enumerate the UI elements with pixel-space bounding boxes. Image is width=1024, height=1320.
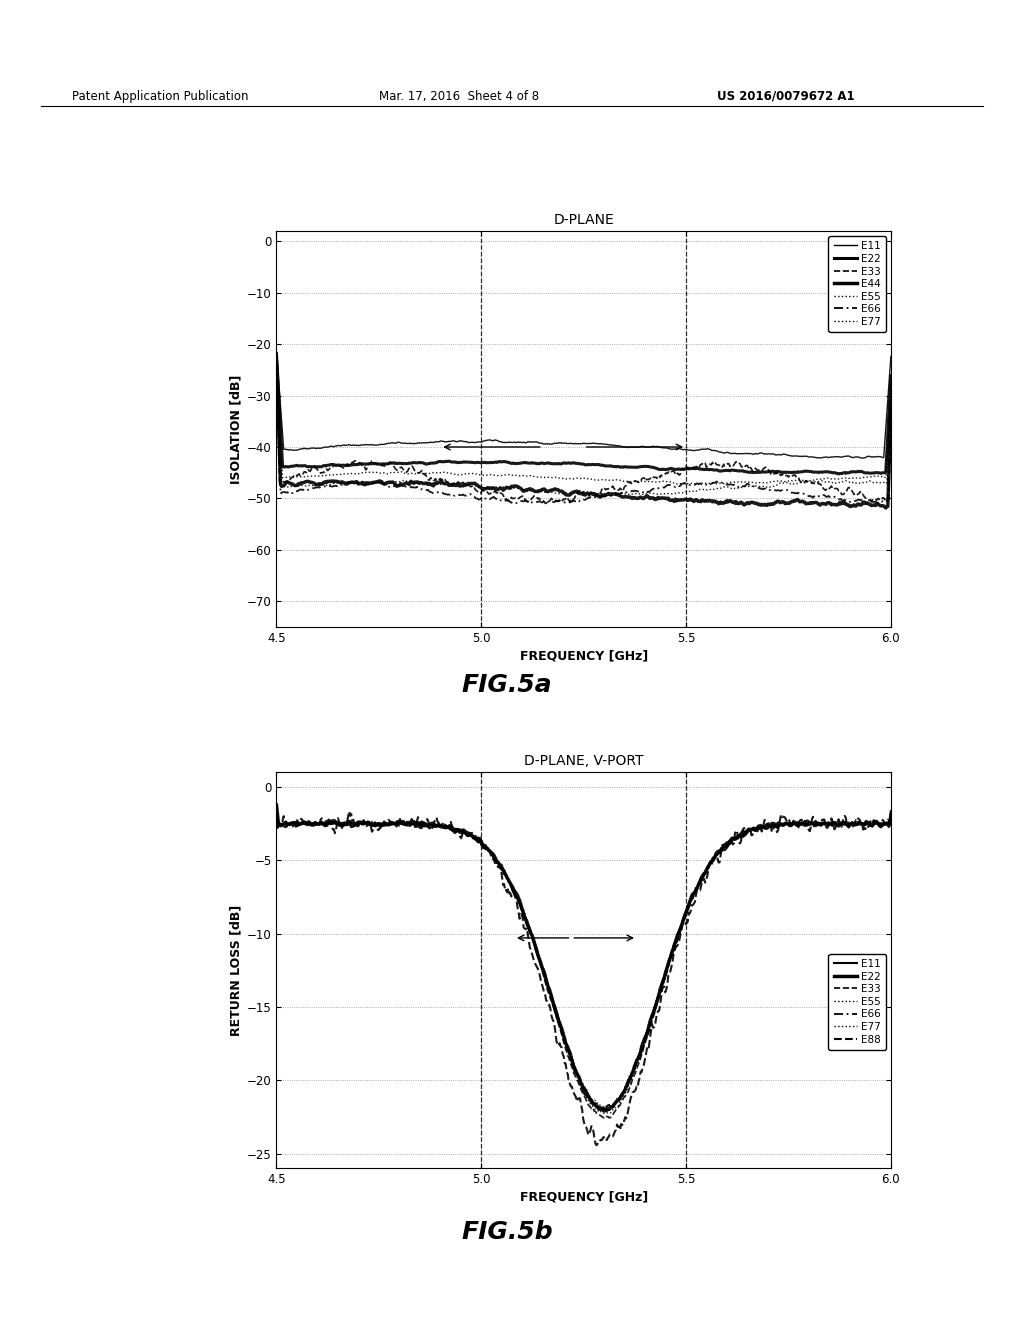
Legend: E11, E22, E33, E55, E66, E77, E88: E11, E22, E33, E55, E66, E77, E88 bbox=[828, 954, 886, 1049]
Y-axis label: ISOLATION [dB]: ISOLATION [dB] bbox=[229, 375, 243, 483]
X-axis label: FREQUENCY [GHz]: FREQUENCY [GHz] bbox=[519, 1191, 648, 1204]
Title: D-PLANE, V-PORT: D-PLANE, V-PORT bbox=[524, 754, 643, 768]
Text: FIG.5a: FIG.5a bbox=[462, 673, 552, 697]
Legend: E11, E22, E33, E44, E55, E66, E77: E11, E22, E33, E44, E55, E66, E77 bbox=[828, 236, 886, 333]
Text: Patent Application Publication: Patent Application Publication bbox=[72, 90, 248, 103]
Y-axis label: RETURN LOSS [dB]: RETURN LOSS [dB] bbox=[229, 904, 243, 1036]
Text: US 2016/0079672 A1: US 2016/0079672 A1 bbox=[717, 90, 854, 103]
Title: D-PLANE: D-PLANE bbox=[553, 213, 614, 227]
Text: FIG.5b: FIG.5b bbox=[461, 1220, 553, 1243]
Text: Mar. 17, 2016  Sheet 4 of 8: Mar. 17, 2016 Sheet 4 of 8 bbox=[379, 90, 539, 103]
X-axis label: FREQUENCY [GHz]: FREQUENCY [GHz] bbox=[519, 649, 648, 663]
